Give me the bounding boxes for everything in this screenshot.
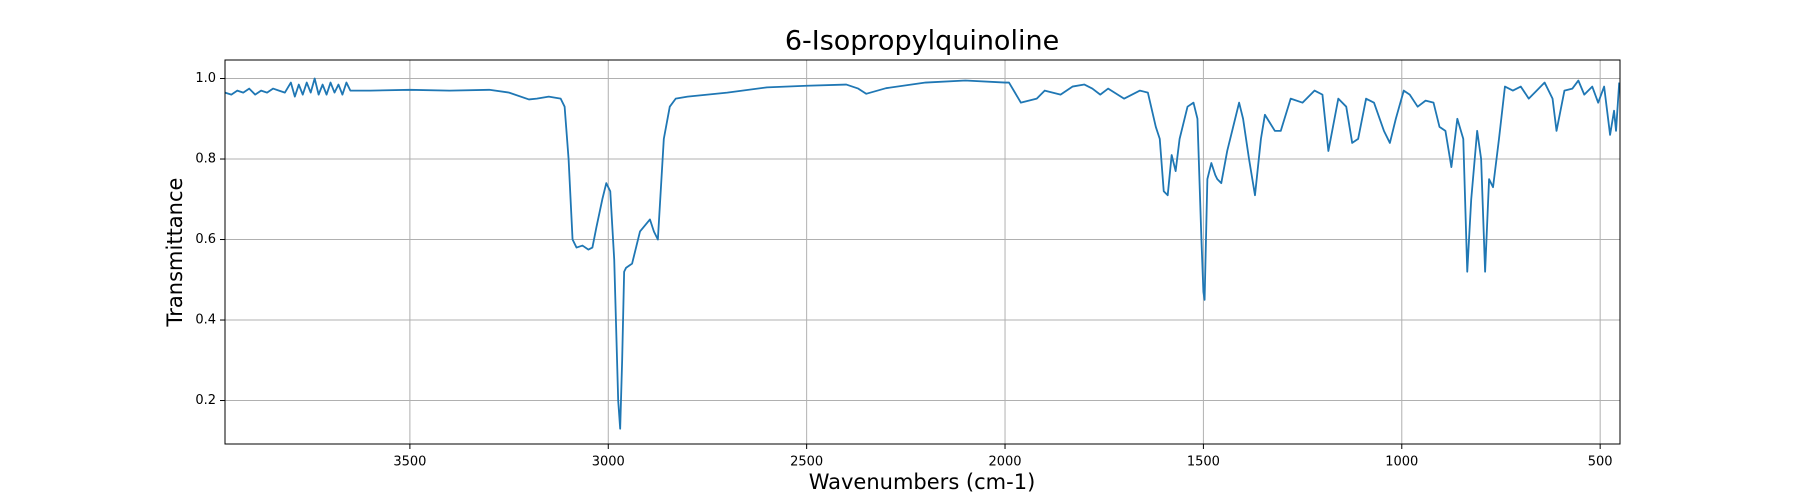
- y-tick-label: 0.4: [195, 313, 216, 328]
- y-tick-label: 0.2: [195, 393, 216, 408]
- x-tick-label: 2000: [988, 455, 1021, 470]
- x-tick-label: 1500: [1187, 455, 1220, 470]
- y-axis-label: Transmittance: [163, 178, 187, 328]
- x-tick-label: 3000: [592, 455, 625, 470]
- y-tick-label: 1.0: [195, 71, 216, 86]
- x-axis-label: Wavenumbers (cm-1): [809, 470, 1036, 494]
- chart-title: 6-Isopropylquinoline: [785, 26, 1059, 57]
- spectrum-line: [224, 77, 1621, 430]
- x-tick-label: 1000: [1385, 455, 1418, 470]
- x-tick-label: 3500: [393, 455, 426, 470]
- y-tick-label: 0.8: [195, 152, 216, 167]
- plot-frame: [224, 59, 1621, 445]
- x-tick-label: 2500: [790, 455, 823, 470]
- y-tick-label: 0.6: [195, 232, 216, 247]
- x-tick-label: 500: [1588, 455, 1613, 470]
